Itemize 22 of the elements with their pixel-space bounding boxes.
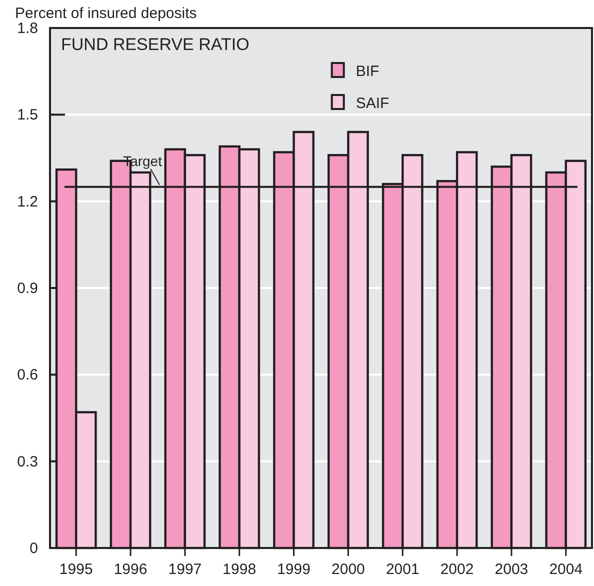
y-tick-label: 1.8 xyxy=(17,20,38,37)
y-tick-label: 0.9 xyxy=(17,280,38,297)
x-tick-label: 1998 xyxy=(222,561,256,578)
y-tick-label: 0.3 xyxy=(17,453,38,470)
x-tick-label: 1999 xyxy=(277,561,310,578)
x-tick-label: 1997 xyxy=(168,561,202,578)
ref-line-label: Target xyxy=(123,152,162,169)
y-axis-title: Percent of insured deposits xyxy=(15,5,197,22)
legend-label: SAIF xyxy=(356,95,390,112)
x-tick-label: 2000 xyxy=(332,561,365,578)
y-tick-label: 0.6 xyxy=(17,366,38,384)
x-tick-label: 1996 xyxy=(114,561,148,578)
legend-label: BIF xyxy=(356,63,380,80)
x-tick-label: 2004 xyxy=(549,561,583,578)
y-tick-label: 1.2 xyxy=(17,193,38,210)
x-tick-label: 2002 xyxy=(440,561,474,578)
y-tick-label: 0 xyxy=(30,540,38,557)
x-tick-label: 2001 xyxy=(386,561,420,578)
x-tick-label: 1995 xyxy=(59,561,93,578)
y-tick-label: 1.5 xyxy=(17,106,38,124)
x-tick-label: 2003 xyxy=(494,561,528,578)
chart-title: FUND RESERVE RATIO xyxy=(61,35,250,54)
